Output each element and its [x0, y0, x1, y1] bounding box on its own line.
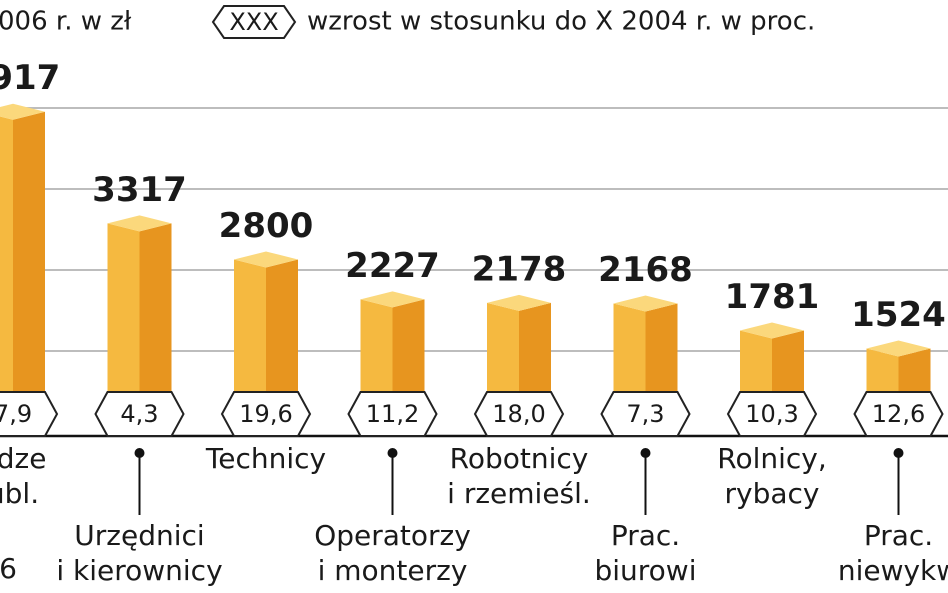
growth-label: 19,6 [239, 400, 292, 428]
value-label: 2168 [598, 250, 693, 290]
value-label: 2178 [472, 249, 567, 289]
bar [107, 215, 172, 392]
bar-side [139, 223, 172, 392]
value-label: 3317 [92, 170, 187, 210]
growth-hexagon [0, 391, 59, 437]
bar-front [107, 223, 140, 392]
bar-top [107, 215, 172, 232]
value-label: 4917 [0, 58, 60, 98]
bar [613, 295, 678, 392]
bar-front [866, 348, 899, 392]
bar [360, 291, 425, 392]
growth-label: 11,2 [366, 400, 419, 428]
value-label: 2227 [345, 246, 440, 286]
growth-label: 7,3 [626, 400, 664, 428]
bar [740, 322, 804, 392]
bar-front [360, 299, 393, 392]
bar-top [360, 291, 425, 308]
growth-label: 18,0 [492, 400, 545, 428]
category-label: Operatorzy [314, 519, 471, 552]
category-label: Prac. [611, 519, 680, 552]
growth-label: 4,3 [120, 400, 158, 428]
category-label: adze [0, 442, 46, 475]
bar [487, 294, 551, 392]
category-label: Rolnicy, [717, 442, 827, 475]
bar-front [740, 330, 772, 392]
bar-side [519, 302, 551, 392]
bar [0, 103, 45, 392]
category-label: i kierownicy [56, 554, 222, 587]
bar-front [613, 303, 646, 392]
legend-growth-text: wzrost w stosunku do X 2004 r. w proc. [307, 7, 815, 37]
bar [866, 340, 931, 392]
bar-side [392, 299, 425, 392]
category-label: niewykw [838, 554, 948, 587]
bar-top [740, 322, 804, 339]
category-label: i rzemieśl. [447, 477, 591, 510]
category-label: Robotnicy [450, 442, 589, 475]
value-label: 2800 [219, 206, 314, 246]
bar-top [234, 251, 298, 268]
growth-label: 7,9 [0, 400, 32, 428]
growth-label: 10,3 [745, 400, 798, 428]
category-label: ubl. [0, 477, 39, 510]
value-label: 1781 [725, 277, 820, 317]
bar-front [234, 259, 266, 392]
bar-side [266, 259, 298, 392]
bar-front [487, 302, 519, 392]
category-label: Technicy [205, 442, 326, 475]
category-label: i monterzy [318, 554, 468, 587]
growth-hexagon [853, 391, 944, 437]
bar-side [898, 348, 931, 392]
legend-hexagon [211, 5, 297, 39]
growth-hexagon [726, 391, 818, 437]
bar-side [645, 303, 678, 392]
bar-top [866, 340, 931, 357]
category-label: biurowi [594, 554, 696, 587]
footnote: 6 [0, 552, 17, 585]
growth-hexagon [600, 391, 691, 437]
category-label: Prac. [864, 519, 933, 552]
category-label: rybacy [725, 477, 820, 510]
growth-hexagon [347, 391, 438, 437]
value-label: 1524 [851, 295, 946, 335]
bar-front [0, 116, 13, 392]
bar-side [13, 111, 45, 392]
legend-growth-symbol: XXX [229, 8, 278, 36]
bar [234, 251, 298, 392]
growth-hexagon [473, 391, 565, 437]
bar-top [613, 295, 678, 312]
growth-label: 12,6 [872, 400, 925, 428]
bar-side [772, 330, 804, 392]
legend-value-text: 006 r. w zł [0, 7, 132, 37]
category-label: Urzędnici [74, 519, 204, 552]
bar-top [487, 294, 551, 311]
growth-hexagon [220, 391, 312, 437]
growth-hexagon [94, 391, 185, 437]
bar-top [0, 103, 45, 120]
